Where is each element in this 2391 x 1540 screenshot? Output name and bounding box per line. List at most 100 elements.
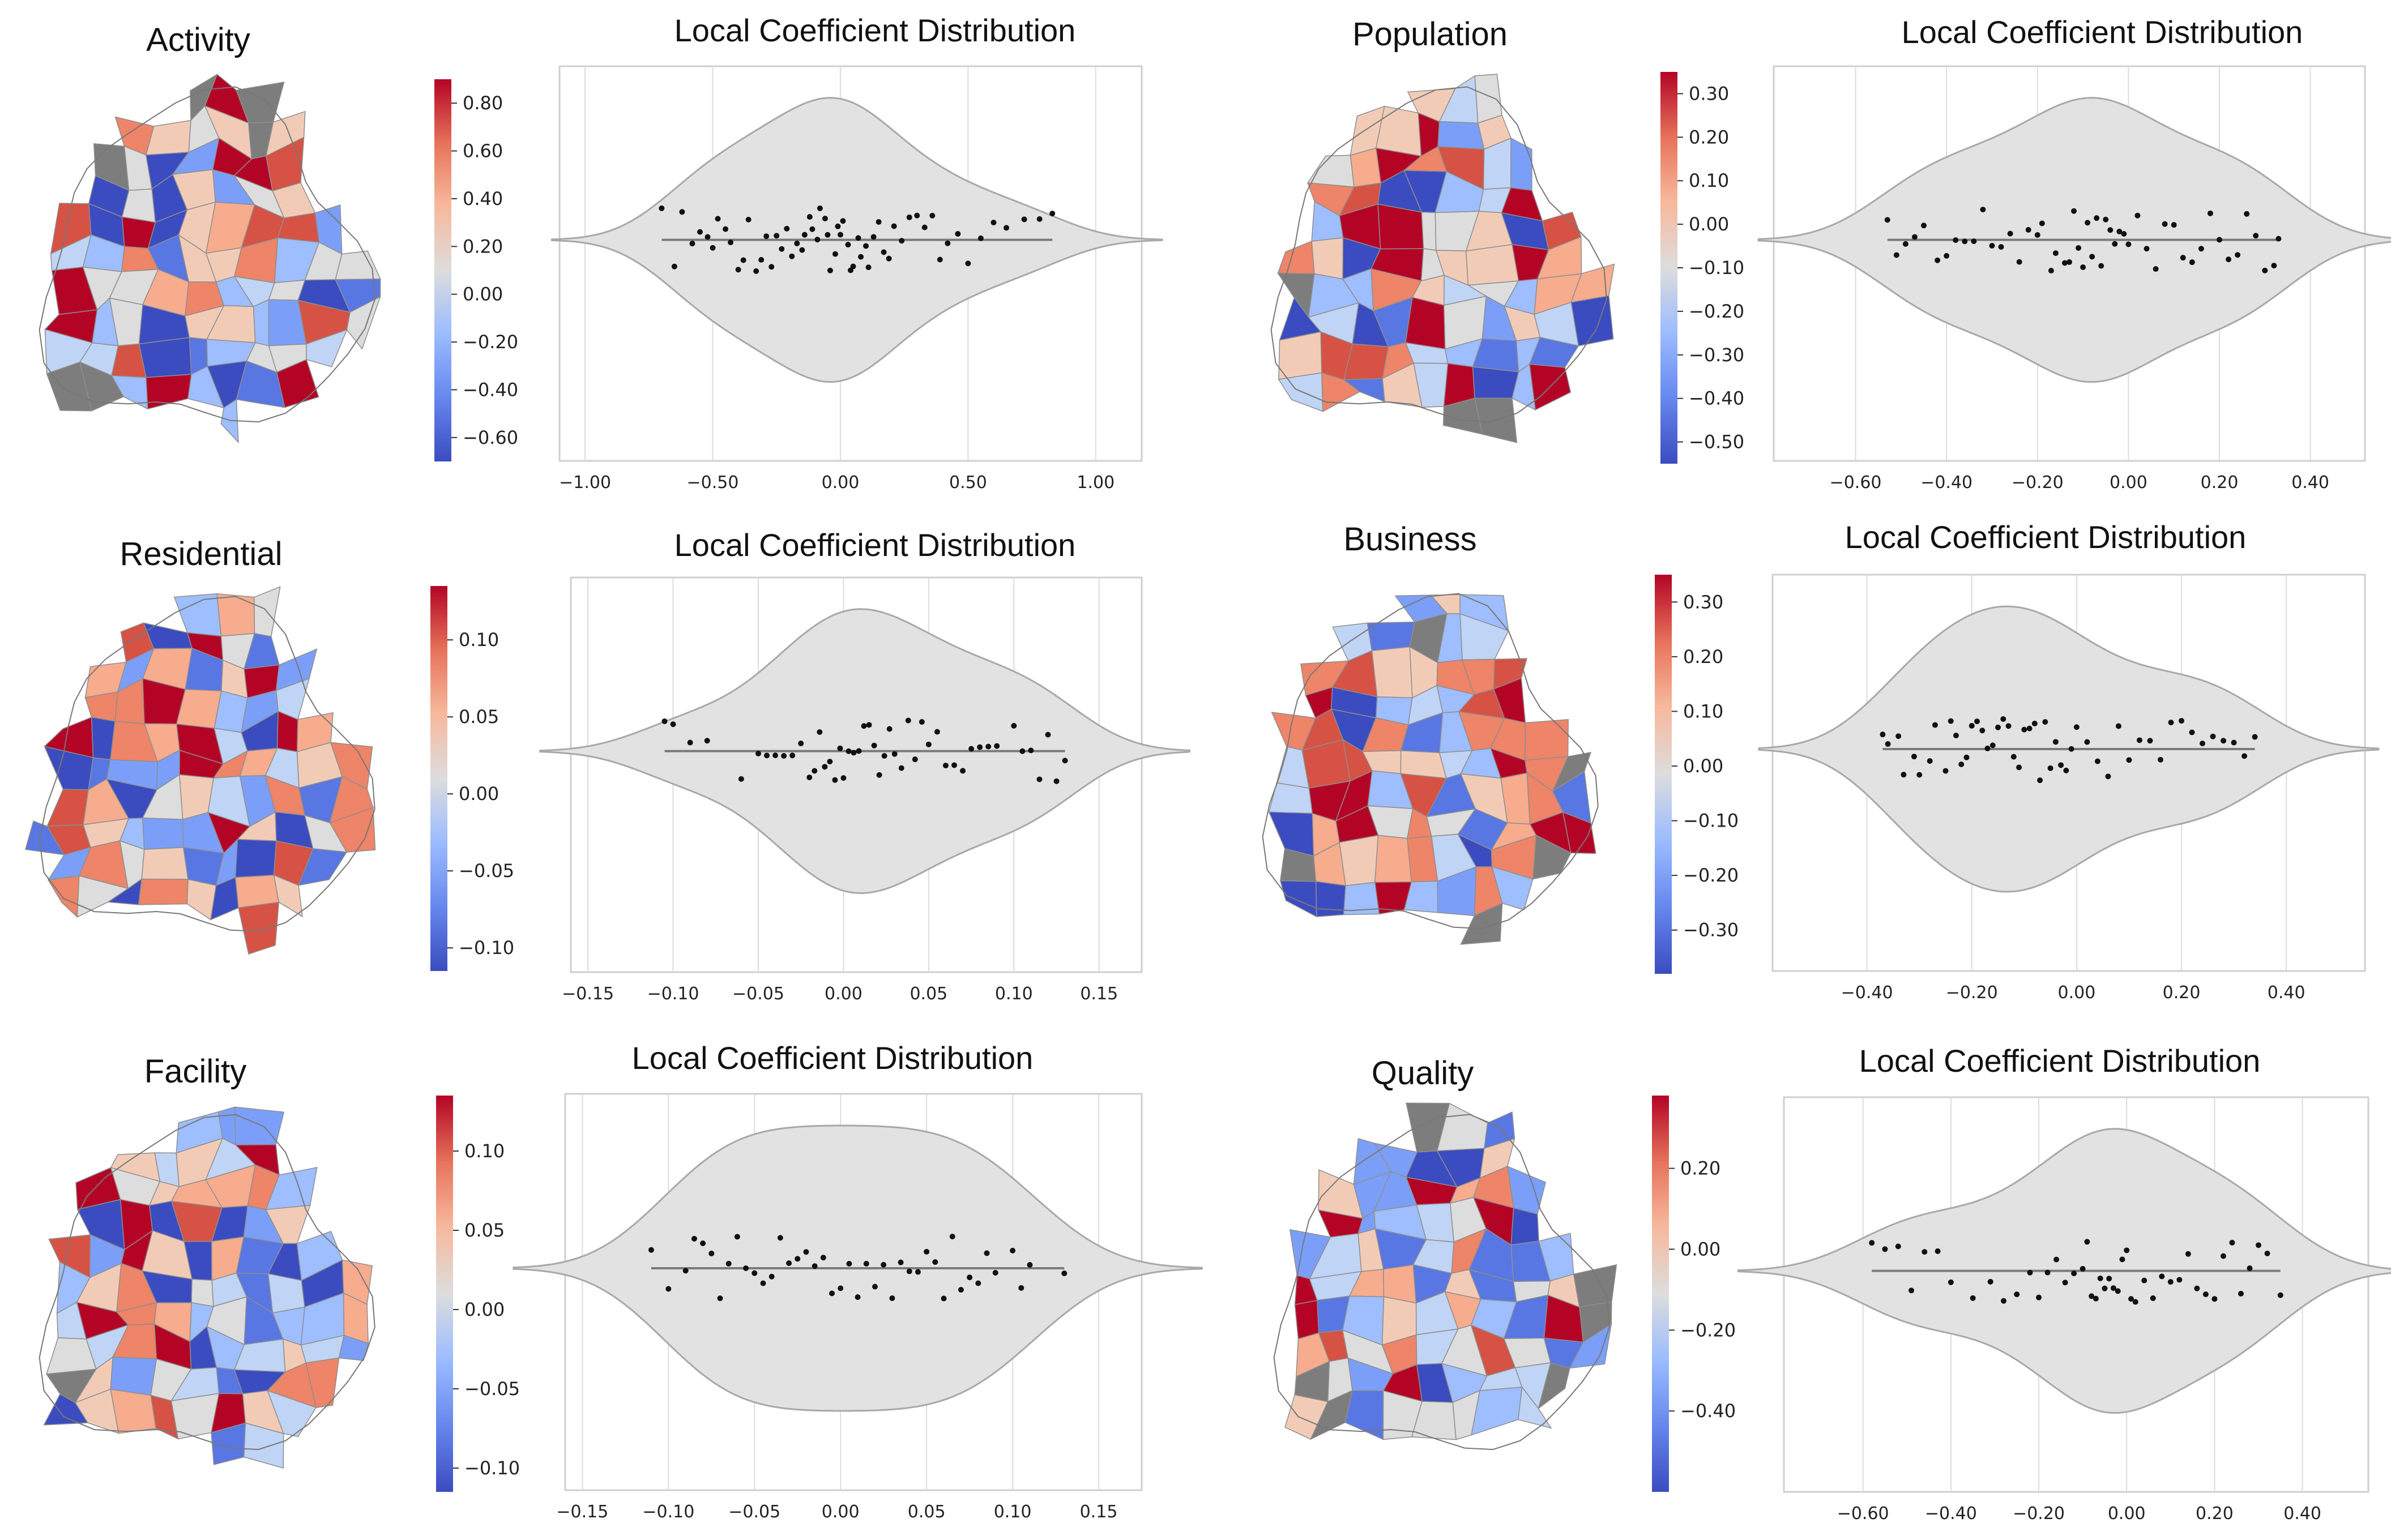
data-point: [2110, 1285, 2116, 1291]
data-point: [846, 1260, 852, 1267]
data-point: [871, 742, 877, 748]
colorbar-tick-label: 0.20: [1689, 126, 1729, 148]
colorbar-gradient: [1652, 1096, 1669, 1492]
data-point: [2179, 718, 2185, 724]
data-point: [967, 1274, 973, 1281]
data-point: [682, 1268, 689, 1274]
map-region: [173, 593, 222, 637]
data-point: [758, 256, 765, 263]
data-point: [855, 235, 861, 241]
data-point: [2052, 250, 2059, 256]
data-point: [2229, 1239, 2235, 1246]
data-point: [2106, 1276, 2112, 1282]
colorbar-tick-label: 0.20: [463, 236, 503, 257]
map-region: [1279, 880, 1317, 918]
colorbar-tick-label: −0.05: [459, 860, 514, 882]
data-point: [734, 1234, 740, 1240]
data-point: [919, 719, 925, 725]
map-title: Population: [1352, 16, 1508, 53]
data-point: [648, 1247, 654, 1253]
colorbar-tick-label: 0.00: [463, 284, 503, 305]
data-point: [845, 242, 851, 248]
map-region: [234, 1106, 285, 1146]
data-point: [1061, 1270, 1068, 1277]
data-point: [2211, 1296, 2218, 1302]
data-point: [2217, 237, 2223, 243]
x-tick-label: −0.20: [2013, 1504, 2065, 1524]
data-point: [812, 768, 818, 774]
data-point: [905, 717, 911, 724]
colorbar-tick-label: −0.05: [464, 1378, 520, 1400]
violin-title: Local Coefficient Distribution: [1859, 1043, 2261, 1079]
data-point: [1970, 1295, 1976, 1301]
map-region: [1374, 835, 1412, 883]
map-region: [335, 250, 381, 280]
data-point: [2103, 216, 2109, 223]
panel-facility: Facility 0.10 0.05 0.00 −0.05 −0.10 Local Co…: [39, 1040, 1203, 1522]
data-point: [817, 729, 823, 735]
data-point: [2048, 268, 2054, 274]
map-region: [1315, 881, 1346, 917]
data-point: [851, 750, 857, 756]
map-region: [329, 807, 376, 853]
data-point: [817, 205, 823, 211]
x-tick-label: 0.00: [822, 473, 860, 493]
map-region: [1339, 835, 1379, 887]
map-region: [1474, 74, 1502, 124]
data-point: [2098, 263, 2104, 269]
data-point: [2198, 246, 2204, 252]
data-point: [2116, 228, 2123, 234]
data-point: [2159, 1273, 2165, 1280]
data-point: [1880, 732, 1886, 738]
colorbar-tick-label: 0.05: [459, 706, 499, 728]
colorbar-tick-label: −0.50: [1689, 431, 1744, 453]
x-tick-label: 0.00: [2110, 473, 2147, 493]
data-point: [1882, 1246, 1888, 1252]
colorbar-tick-label: 0.20: [1683, 646, 1723, 668]
data-point: [994, 743, 1000, 749]
data-point: [1893, 252, 1899, 258]
data-point: [1021, 216, 1027, 223]
data-point: [1027, 1262, 1033, 1268]
data-point: [2244, 211, 2250, 217]
data-point: [740, 257, 746, 263]
panel-quality: Quality 0.20 0.00 −0.20 −0.40 Local Coeffic…: [1273, 1043, 2391, 1524]
data-point: [1036, 216, 1043, 222]
colorbar-tick-label: 0.00: [1680, 1238, 1720, 1260]
data-point: [2271, 263, 2277, 269]
data-point: [949, 1234, 955, 1240]
data-point: [889, 1295, 895, 1301]
data-point: [891, 223, 897, 229]
data-point: [992, 1269, 998, 1276]
data-point: [715, 216, 721, 222]
data-point: [837, 745, 843, 751]
data-point: [2256, 1242, 2262, 1248]
data-point: [2094, 758, 2100, 764]
data-point: [942, 763, 949, 769]
data-point: [687, 739, 693, 746]
colorbar-tick-label: −0.40: [463, 379, 518, 400]
map-title: Activity: [146, 22, 250, 58]
data-point: [2071, 1270, 2077, 1277]
data-point: [2105, 773, 2111, 780]
map-region: [1510, 137, 1532, 191]
x-tick-label: 0.15: [1080, 1502, 1118, 1522]
map-outline: [39, 1114, 375, 1451]
x-tick-label: 0.40: [2268, 983, 2305, 1003]
data-point: [753, 268, 759, 274]
data-point: [2141, 1277, 2147, 1284]
data-point: [1884, 217, 1890, 223]
data-point: [914, 212, 920, 219]
colorbar-gradient: [1655, 575, 1672, 974]
data-point: [1019, 748, 1026, 754]
data-point: [2097, 1275, 2103, 1281]
map-region: [276, 359, 319, 408]
data-point: [863, 1261, 869, 1267]
data-point: [899, 238, 905, 244]
map-outline: [1262, 593, 1599, 930]
data-point: [1942, 768, 1949, 774]
map-region: [1471, 1387, 1523, 1436]
data-point: [2168, 720, 2174, 726]
data-point: [921, 224, 928, 230]
